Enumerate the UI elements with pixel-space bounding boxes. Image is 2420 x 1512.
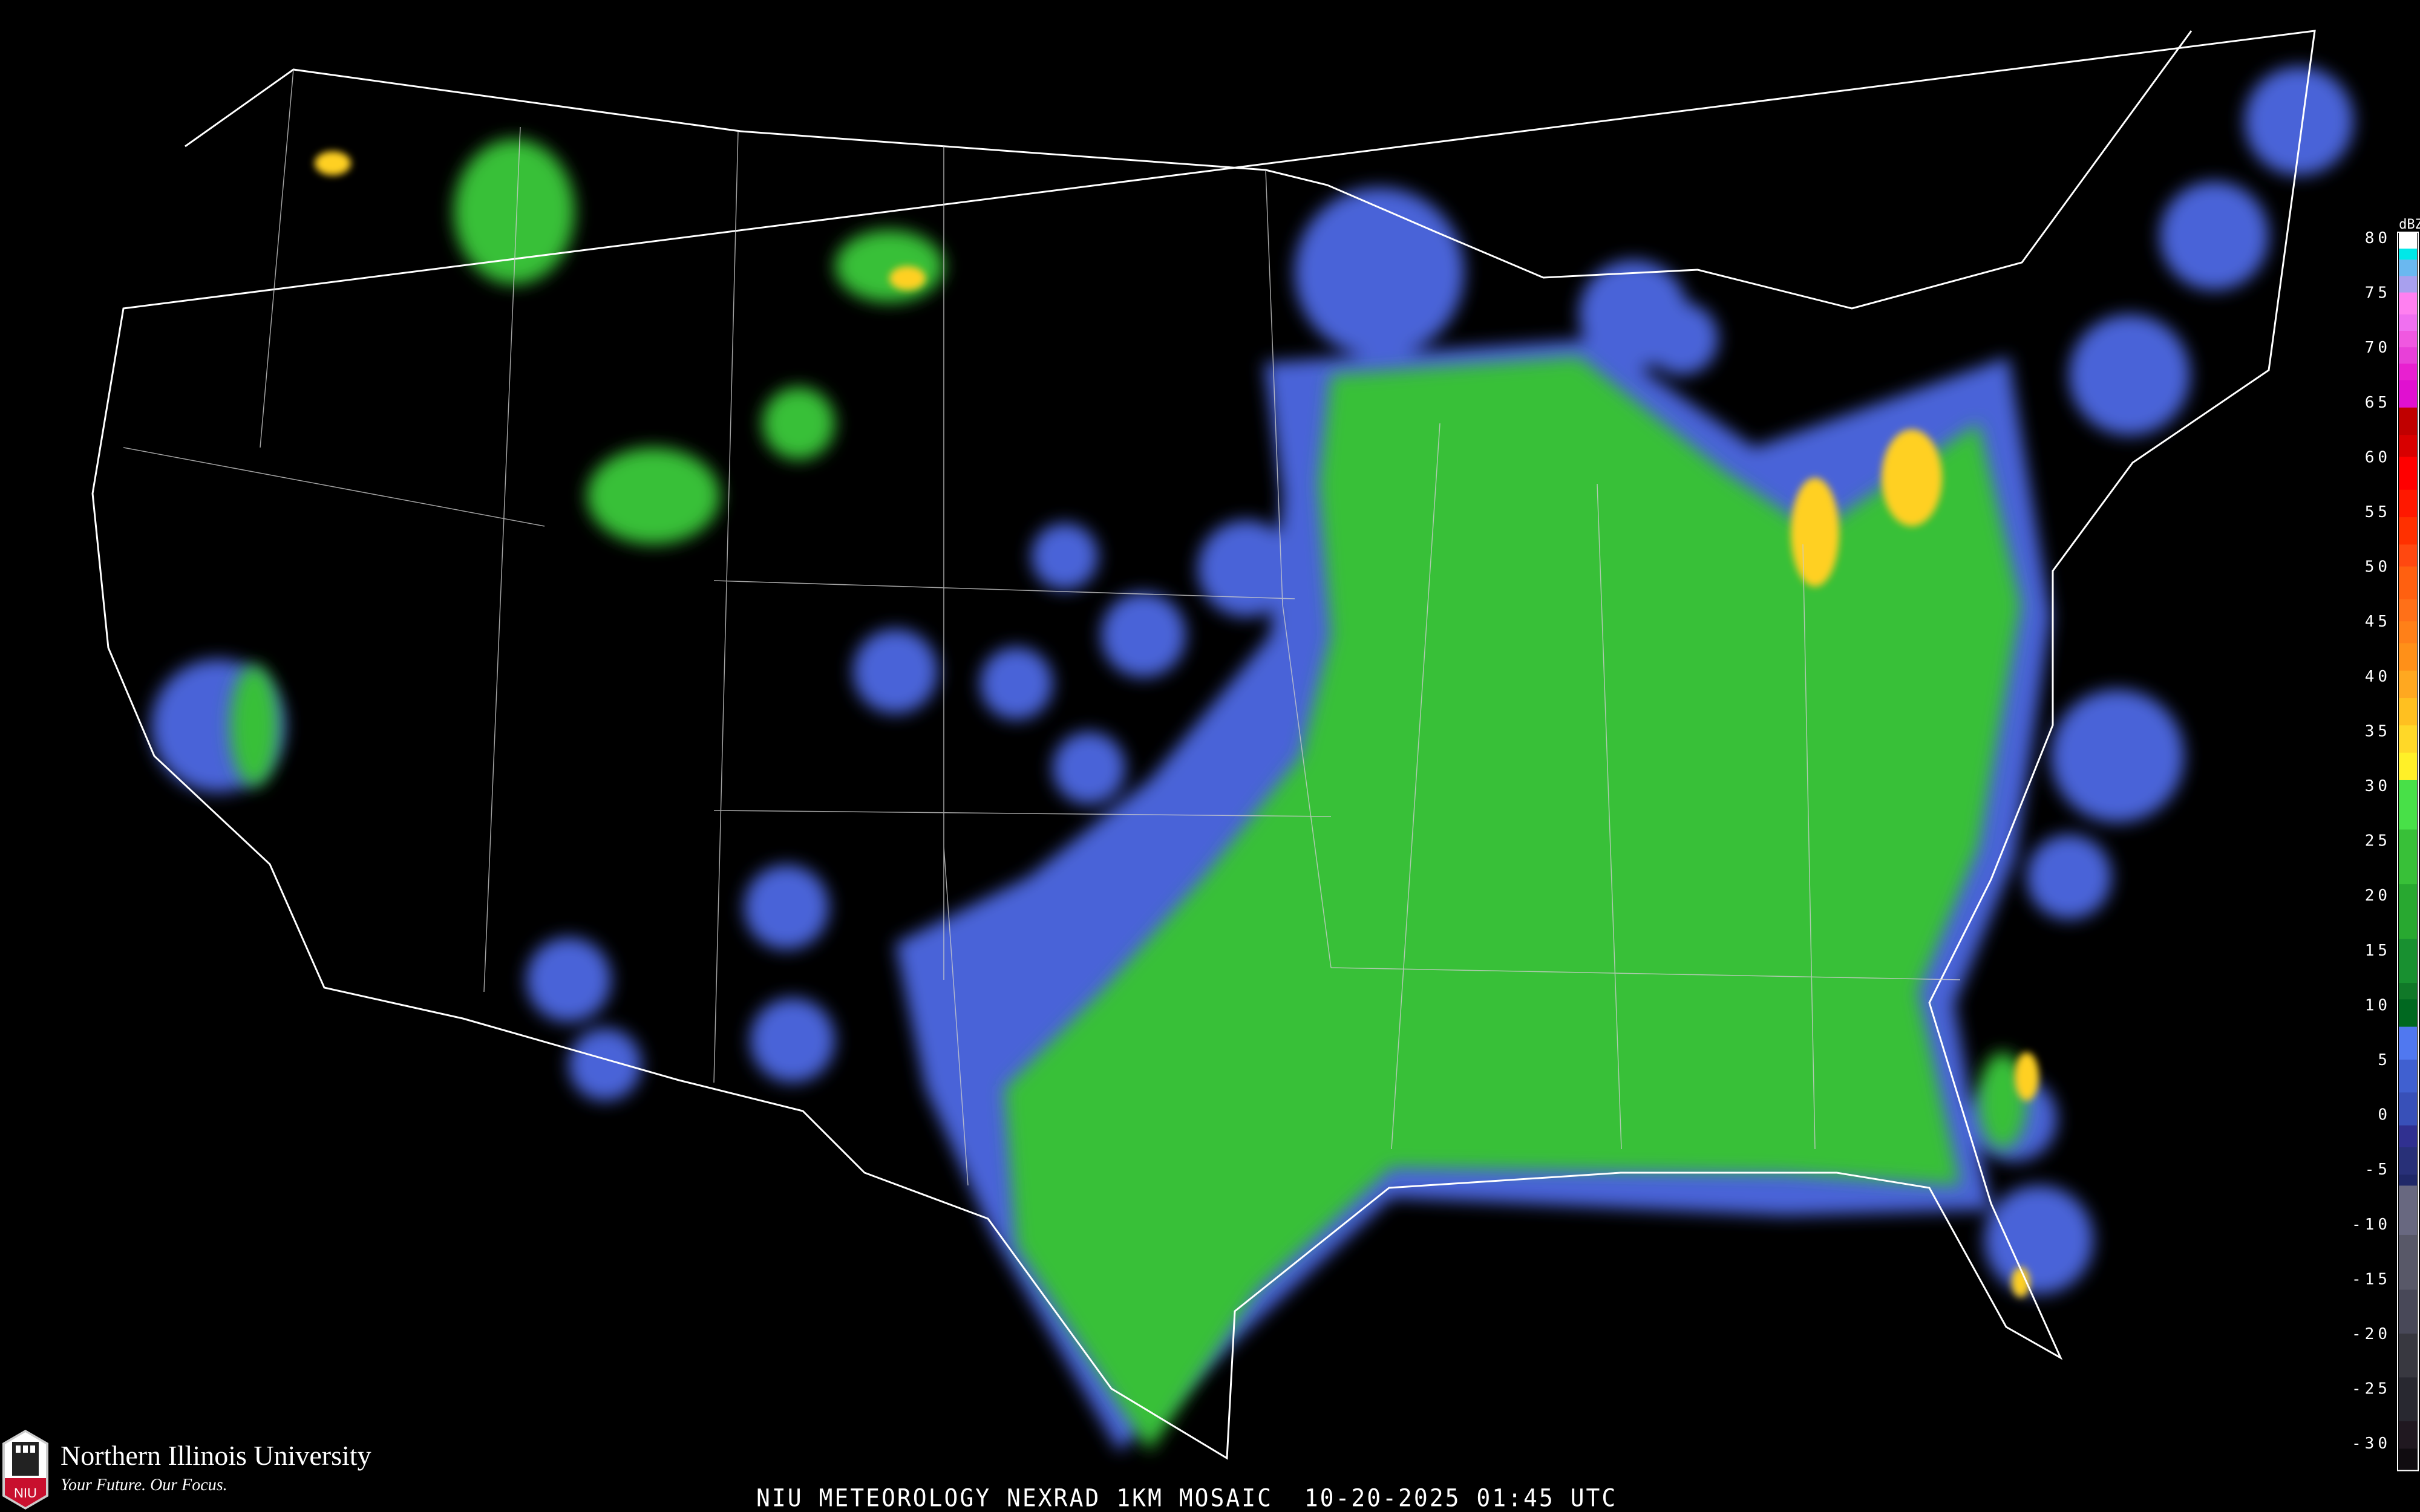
legend-color-segment bbox=[2399, 566, 2417, 600]
niu-logo: NIU Northern Illinois University Your Fu… bbox=[0, 1427, 436, 1512]
legend-tick-label: -5 bbox=[2365, 1161, 2391, 1179]
legend-color-segment bbox=[2399, 999, 2417, 1028]
legend-tick-label: 15 bbox=[2365, 942, 2391, 960]
color-scale-legend: dBZ 80757065605550454035302520151050-5-1… bbox=[2352, 217, 2420, 1471]
legend-tick-label: 55 bbox=[2365, 503, 2391, 521]
legend-tick-label: 30 bbox=[2365, 777, 2391, 795]
legend-color-segment bbox=[2399, 1147, 2417, 1175]
university-name: Northern Illinois University bbox=[60, 1440, 371, 1471]
legend-color-segment bbox=[2399, 517, 2417, 545]
radar-echo-moderate bbox=[230, 139, 2027, 1452]
legend-tick-label: -30 bbox=[2352, 1435, 2391, 1453]
legend-color-segment bbox=[2399, 249, 2417, 260]
legend-tick-label: 0 bbox=[2378, 1106, 2391, 1124]
legend-color-segment bbox=[2399, 725, 2417, 754]
niu-mark-text: NIU bbox=[14, 1485, 37, 1501]
university-tagline: Your Future. Our Focus. bbox=[60, 1476, 227, 1494]
legend-color-segment bbox=[2399, 314, 2417, 331]
legend-color-segment bbox=[2399, 884, 2417, 940]
legend-tick-label: 5 bbox=[2378, 1051, 2391, 1069]
legend-tick-label: 70 bbox=[2365, 339, 2391, 357]
legend-color-segment bbox=[2399, 407, 2417, 435]
legend-color-segment bbox=[2399, 643, 2417, 671]
legend-tick-label: 45 bbox=[2365, 613, 2391, 631]
country-outline bbox=[91, 30, 2316, 1460]
legend-tick-label: -20 bbox=[2352, 1325, 2391, 1343]
legend-tick-label: 60 bbox=[2365, 448, 2391, 466]
legend-color-segment bbox=[2399, 752, 2417, 781]
legend-color-segment bbox=[2399, 1334, 2417, 1378]
legend-tick-label: 80 bbox=[2365, 229, 2391, 247]
legend-color-segment bbox=[2399, 939, 2417, 983]
legend-tick-labels: 80757065605550454035302520151050-5-10-15… bbox=[2352, 229, 2391, 1453]
legend-color-segment bbox=[2399, 1377, 2417, 1422]
product-caption: NIU METEOROLOGY NEXRAD 1KM MOSAIC 10-20-… bbox=[756, 1484, 1618, 1512]
legend-tick-label: 35 bbox=[2365, 722, 2391, 740]
legend-color-segment bbox=[2399, 670, 2417, 699]
legend-tick-label: 20 bbox=[2365, 887, 2391, 905]
state-borders bbox=[123, 69, 1961, 1186]
legend-tick-label: -10 bbox=[2352, 1216, 2391, 1234]
legend-tick-label: -25 bbox=[2352, 1380, 2391, 1398]
legend-color-segment bbox=[2399, 1185, 2417, 1236]
legend-color-segment bbox=[2399, 599, 2417, 622]
legend-color-segment bbox=[2399, 698, 2417, 726]
legend-tick-label: 25 bbox=[2365, 832, 2391, 850]
legend-color-segment bbox=[2399, 363, 2417, 381]
legend-color-segment bbox=[2399, 292, 2417, 315]
legend-tick-label: 40 bbox=[2365, 668, 2391, 686]
legend-color-segment bbox=[2399, 380, 2417, 408]
legend-color-segment bbox=[2399, 780, 2417, 830]
legend-tick-label: 75 bbox=[2365, 284, 2391, 302]
legend-color-segment bbox=[2399, 829, 2417, 885]
legend-color-segment bbox=[2399, 1125, 2417, 1148]
legend-color-segment bbox=[2399, 983, 2417, 1000]
legend-color-segment bbox=[2399, 331, 2417, 348]
legend-frame bbox=[2397, 231, 2419, 1471]
legend-color-segment bbox=[2399, 1175, 2417, 1186]
legend-color-segment bbox=[2399, 259, 2417, 276]
legend-color-segment bbox=[2399, 1448, 2417, 1471]
legend-color-segment bbox=[2399, 1026, 2417, 1060]
legend-color-segment bbox=[2399, 1060, 2417, 1093]
legend-color-segment bbox=[2399, 489, 2417, 518]
legend-color-segment bbox=[2399, 347, 2417, 364]
legend-color-segment bbox=[2399, 621, 2417, 644]
legend-unit-label: dBZ bbox=[2399, 217, 2420, 232]
legend-color-segment bbox=[2399, 1092, 2417, 1126]
niu-seal-icon: NIU bbox=[2, 1430, 48, 1510]
legend-tick-label: 50 bbox=[2365, 558, 2391, 576]
radar-echo-heavy bbox=[315, 151, 2039, 1297]
legend-color-segment bbox=[2399, 232, 2417, 249]
legend-color-segment bbox=[2399, 457, 2417, 490]
legend-color-segment bbox=[2399, 1289, 2417, 1334]
legend-color-segment bbox=[2399, 435, 2417, 457]
legend-color-segment bbox=[2399, 544, 2417, 567]
legend-color-segment bbox=[2399, 1234, 2417, 1291]
legend-color-bar bbox=[2397, 231, 2419, 1471]
legend-color-segment bbox=[2399, 276, 2417, 293]
legend-tick-label: -15 bbox=[2352, 1270, 2391, 1288]
legend-tick-label: 10 bbox=[2365, 996, 2391, 1014]
legend-color-segment bbox=[2399, 1421, 2417, 1449]
legend-tick-label: 65 bbox=[2365, 394, 2391, 412]
